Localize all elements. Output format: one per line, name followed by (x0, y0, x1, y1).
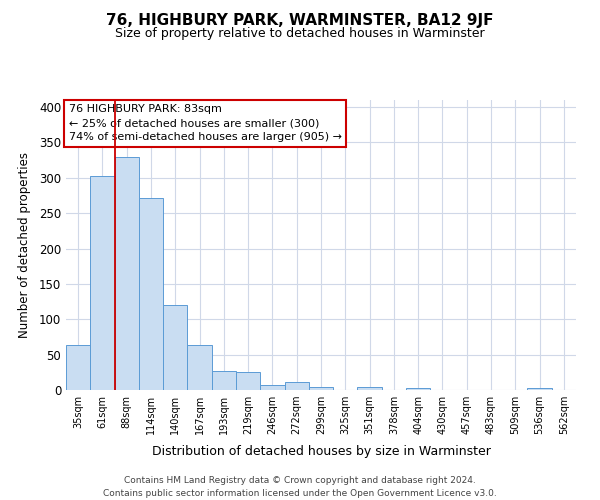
Bar (236, 372, 260, 390)
Y-axis label: Number of detached properties: Number of detached properties (17, 152, 31, 338)
Bar (139, 198, 163, 390)
Bar (90, 176, 115, 390)
X-axis label: Distribution of detached houses by size in Warminster: Distribution of detached houses by size … (152, 446, 490, 458)
Bar (309, 387, 333, 390)
Bar (212, 371, 236, 390)
Bar (284, 382, 309, 390)
Bar (187, 344, 212, 390)
Text: Contains HM Land Registry data © Crown copyright and database right 2024.
Contai: Contains HM Land Registry data © Crown c… (103, 476, 497, 498)
Text: Size of property relative to detached houses in Warminster: Size of property relative to detached ho… (115, 28, 485, 40)
Bar (115, 156, 139, 390)
Bar (66, 346, 90, 390)
Text: 76 HIGHBURY PARK: 83sqm
← 25% of detached houses are smaller (300)
74% of semi-d: 76 HIGHBURY PARK: 83sqm ← 25% of detache… (68, 104, 341, 142)
Bar (163, 305, 187, 390)
Bar (406, 388, 430, 390)
Text: 76, HIGHBURY PARK, WARMINSTER, BA12 9JF: 76, HIGHBURY PARK, WARMINSTER, BA12 9JF (106, 12, 494, 28)
Bar (358, 387, 382, 390)
Bar (260, 385, 284, 390)
Bar (527, 388, 552, 390)
